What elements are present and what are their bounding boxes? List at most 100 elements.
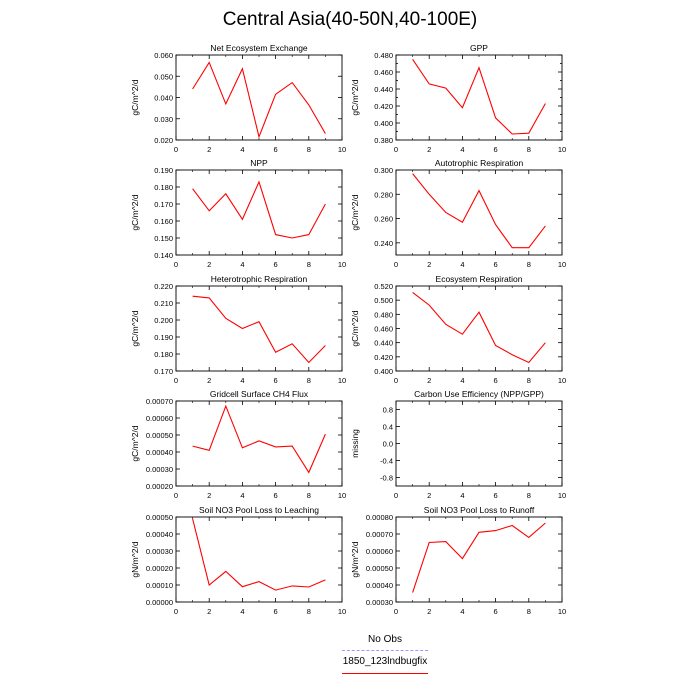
x-tick-label: 8 [527, 491, 531, 500]
series-line [192, 295, 326, 364]
x-tick-label: 6 [494, 145, 498, 154]
x-tick-label: 8 [307, 145, 311, 154]
plot-frame [395, 169, 563, 256]
legend-label-obs: No Obs [368, 634, 402, 645]
x-tick-label: 4 [240, 376, 244, 385]
y-axis-label: gC/m^2/d [130, 194, 140, 230]
x-tick-label: 4 [240, 491, 244, 500]
y-tick-label: 0.180 [154, 350, 173, 359]
y-tick-label: 0.0 [383, 440, 393, 449]
panel-title: Carbon Use Efficiency (NPP/GPP) [414, 389, 544, 399]
series-line [412, 58, 546, 135]
x-tick-label: 4 [460, 145, 464, 154]
panel-2: GPP gC/m^2/d 0 2 4 6 8 10 0.380 0.400 0.420 0.440 0.… [350, 43, 566, 154]
x-tick-label: 2 [207, 260, 211, 269]
x-tick-label: 6 [494, 376, 498, 385]
x-tick-label: 6 [494, 491, 498, 500]
x-tick-label: 10 [558, 491, 566, 500]
x-tick-label: 2 [207, 607, 211, 616]
x-tick-label: 4 [460, 607, 464, 616]
x-tick-label: 0 [394, 260, 398, 269]
x-tick-label: 4 [460, 491, 464, 500]
y-axis-label: gN/m^2/d [130, 541, 140, 577]
y-tick-label: 0.060 [154, 51, 173, 60]
y-tick-label: 0.400 [374, 119, 393, 128]
y-tick-label: 0.500 [374, 296, 393, 305]
series-line [412, 291, 546, 364]
x-tick-label: 4 [240, 607, 244, 616]
y-tick-label: 0.240 [374, 239, 393, 248]
x-tick-label: 2 [207, 491, 211, 500]
y-tick-label: 0.00000 [146, 598, 173, 607]
plot-frame [175, 169, 343, 256]
figure-title: Central Asia(40-50N,40-100E) [222, 9, 478, 30]
x-tick-label: 2 [427, 376, 431, 385]
y-tick-label: 0.420 [374, 102, 393, 111]
legend-line-obs [342, 650, 428, 651]
panel-10: Soil NO3 Pool Loss to Runoff gN/m^2/d 0 2 4 6… [350, 505, 566, 616]
x-tick-label: 2 [427, 607, 431, 616]
y-tick-label: 0.00030 [146, 465, 173, 474]
y-axis-label: gC/m^2/d [350, 79, 360, 115]
x-tick-label: 6 [274, 607, 278, 616]
x-tick-label: 8 [527, 145, 531, 154]
y-tick-label: 0.00020 [146, 564, 173, 573]
x-tick-label: 10 [558, 260, 566, 269]
y-tick-label: 0.160 [154, 217, 173, 226]
y-tick-label: 0.170 [154, 367, 173, 376]
y-tick-label: 0.030 [154, 115, 173, 124]
x-tick-label: 4 [240, 145, 244, 154]
plot-frame [395, 285, 563, 372]
y-tick-label: 0.4 [383, 423, 393, 432]
series-line [192, 61, 326, 139]
x-tick-label: 8 [527, 376, 531, 385]
y-tick-label: 0.00060 [146, 414, 173, 423]
y-tick-label: 0.480 [374, 310, 393, 319]
series-line [192, 404, 326, 474]
panel-title: Heterotrophic Respiration [211, 274, 308, 284]
x-tick-label: 0 [174, 607, 178, 616]
y-tick-label: -0.8 [380, 474, 393, 483]
y-tick-label: 0.00010 [146, 581, 173, 590]
x-tick-label: 10 [338, 491, 346, 500]
y-axis-label: gN/m^2/d [350, 541, 360, 577]
panel-9: Soil NO3 Pool Loss to Leaching gN/m^2/d 0 2… [130, 505, 346, 616]
y-tick-label: 0.00040 [366, 581, 393, 590]
y-tick-label: 0.00050 [146, 513, 173, 522]
legend-label-model: 1850_123lndbugfix [342, 656, 428, 667]
y-tick-label: 0.00070 [146, 397, 173, 406]
x-tick-label: 8 [527, 607, 531, 616]
y-tick-label: 0.480 [374, 51, 393, 60]
plot-frame [395, 400, 563, 487]
y-axis-label: gC/m^2/d [130, 79, 140, 115]
panel-title: GPP [470, 43, 488, 53]
x-tick-label: 0 [394, 491, 398, 500]
x-tick-label: 2 [427, 260, 431, 269]
y-tick-label: -0.4 [380, 457, 393, 466]
panel-4: Autotrophic Respiration gC/m^2/d 0 2 4 6 8 10 0.… [350, 158, 566, 269]
y-tick-label: 0.180 [154, 183, 173, 192]
x-tick-label: 10 [338, 607, 346, 616]
y-tick-label: 0.440 [374, 339, 393, 348]
x-tick-label: 2 [207, 145, 211, 154]
y-tick-label: 0.220 [154, 282, 173, 291]
y-tick-label: 0.520 [374, 282, 393, 291]
y-tick-label: 0.00020 [146, 482, 173, 491]
x-tick-label: 6 [274, 145, 278, 154]
x-tick-label: 8 [307, 607, 311, 616]
panel-6: Ecosystem Respiration gC/m^2/d 0 2 4 6 8 10 0.40… [350, 274, 566, 385]
series-line [192, 518, 326, 591]
y-tick-label: 0.420 [374, 353, 393, 362]
y-tick-label: 0.280 [374, 190, 393, 199]
series-line [412, 173, 546, 249]
y-tick-label: 0.260 [374, 215, 393, 224]
series-line [192, 180, 326, 239]
x-tick-label: 0 [394, 376, 398, 385]
x-tick-label: 4 [460, 260, 464, 269]
panel-title: Soil NO3 Pool Loss to Runoff [424, 505, 535, 515]
y-tick-label: 0.170 [154, 200, 173, 209]
y-axis-label: gC/m^2/d [350, 194, 360, 230]
y-tick-label: 0.190 [154, 166, 173, 175]
y-tick-label: 0.00060 [366, 547, 393, 556]
y-tick-label: 0.00070 [366, 530, 393, 539]
